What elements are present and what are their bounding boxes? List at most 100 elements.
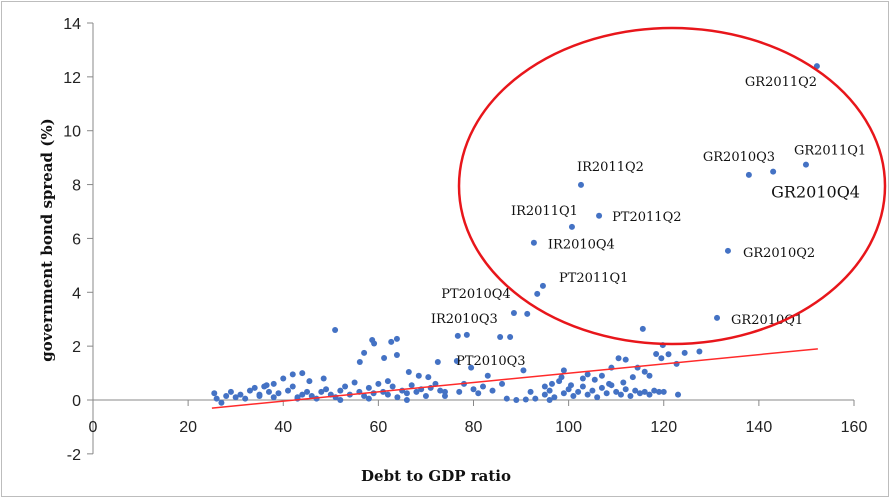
data-point xyxy=(441,392,448,399)
data-point xyxy=(658,355,665,362)
y-tick-label: 2 xyxy=(72,339,81,356)
x-tick-label: 100 xyxy=(555,419,582,436)
highlight-ellipse xyxy=(457,26,887,346)
x-tick-label: 0 xyxy=(89,419,98,436)
labeled-data-point xyxy=(539,282,546,289)
data-point xyxy=(568,382,575,389)
data-point xyxy=(299,370,306,377)
data-point xyxy=(342,383,349,390)
data-point xyxy=(520,367,527,374)
data-point xyxy=(218,399,225,406)
x-axis-title: Debt to GDP ratio xyxy=(361,467,511,485)
data-point xyxy=(393,335,400,342)
data-point xyxy=(629,374,636,381)
data-point xyxy=(242,395,249,402)
labeled-data-point xyxy=(577,181,584,188)
y-tick-label: 4 xyxy=(72,285,81,302)
point-label: PT2011Q2 xyxy=(612,210,681,225)
data-point xyxy=(388,338,395,345)
labeled-data-point xyxy=(724,247,731,254)
data-point xyxy=(403,390,410,397)
data-point xyxy=(617,391,624,398)
data-point xyxy=(468,364,475,371)
data-point xyxy=(384,391,391,398)
x-tick-label: 80 xyxy=(465,419,483,436)
data-point xyxy=(613,388,620,395)
data-point xyxy=(510,310,517,317)
data-point xyxy=(651,387,658,394)
data-point xyxy=(351,379,358,386)
data-point xyxy=(594,394,601,401)
point-label: GR2010Q3 xyxy=(703,150,775,165)
data-point xyxy=(265,388,272,395)
data-point xyxy=(375,380,382,387)
data-point xyxy=(306,378,313,385)
data-point xyxy=(356,359,363,366)
data-point xyxy=(232,394,239,401)
data-point xyxy=(546,387,553,394)
data-point xyxy=(337,397,344,403)
data-point xyxy=(456,388,463,395)
labeled-data-point xyxy=(714,314,721,321)
data-point xyxy=(636,390,643,397)
data-point xyxy=(524,310,531,317)
y-tick-label: 0 xyxy=(72,393,81,410)
data-point xyxy=(270,394,277,401)
labeled-data-point xyxy=(770,168,777,175)
data-point xyxy=(558,374,565,381)
data-point xyxy=(280,375,287,382)
data-point xyxy=(223,392,230,399)
data-point xyxy=(497,333,504,340)
x-tick-label: 140 xyxy=(746,419,773,436)
y-tick-label: 10 xyxy=(63,124,81,141)
data-point xyxy=(285,387,292,394)
data-point xyxy=(522,396,529,403)
data-point xyxy=(660,388,667,395)
data-point xyxy=(541,391,548,398)
data-point xyxy=(365,384,372,391)
point-label: PT2010Q4 xyxy=(441,287,510,302)
data-point xyxy=(371,340,378,347)
labeled-data-point xyxy=(534,290,541,297)
data-point xyxy=(370,390,377,397)
data-point xyxy=(598,384,605,391)
data-point xyxy=(575,388,582,395)
point-label: GR2010Q4 xyxy=(771,183,860,202)
data-point xyxy=(422,392,429,399)
data-point xyxy=(627,392,634,399)
data-point xyxy=(403,397,410,403)
point-label: IR2011Q1 xyxy=(511,204,578,219)
data-point xyxy=(484,372,491,379)
data-point xyxy=(681,349,688,356)
point-label: GR2010Q1 xyxy=(731,313,803,328)
data-point xyxy=(434,359,441,366)
data-point xyxy=(425,374,432,381)
data-point xyxy=(384,378,391,385)
x-tick-label: 160 xyxy=(841,419,868,436)
data-point xyxy=(304,388,311,395)
data-point xyxy=(560,367,567,374)
data-point xyxy=(499,380,506,387)
data-point xyxy=(620,379,627,386)
data-point xyxy=(289,383,296,390)
data-point xyxy=(365,395,372,402)
labeled-data-point xyxy=(507,333,514,340)
data-point xyxy=(437,387,444,394)
labeled-data-point xyxy=(596,212,603,219)
data-point xyxy=(275,390,282,397)
point-label: IR2010Q3 xyxy=(431,312,498,327)
data-point xyxy=(655,388,662,395)
data-point xyxy=(560,390,567,397)
data-point xyxy=(646,372,653,379)
data-point xyxy=(579,375,586,382)
data-point xyxy=(318,388,325,395)
data-point xyxy=(532,395,539,402)
data-point xyxy=(381,354,388,361)
labeled-data-point xyxy=(813,63,820,70)
data-point xyxy=(675,391,682,398)
data-point xyxy=(584,391,591,398)
labeled-data-point xyxy=(745,171,752,178)
data-point xyxy=(213,395,220,402)
